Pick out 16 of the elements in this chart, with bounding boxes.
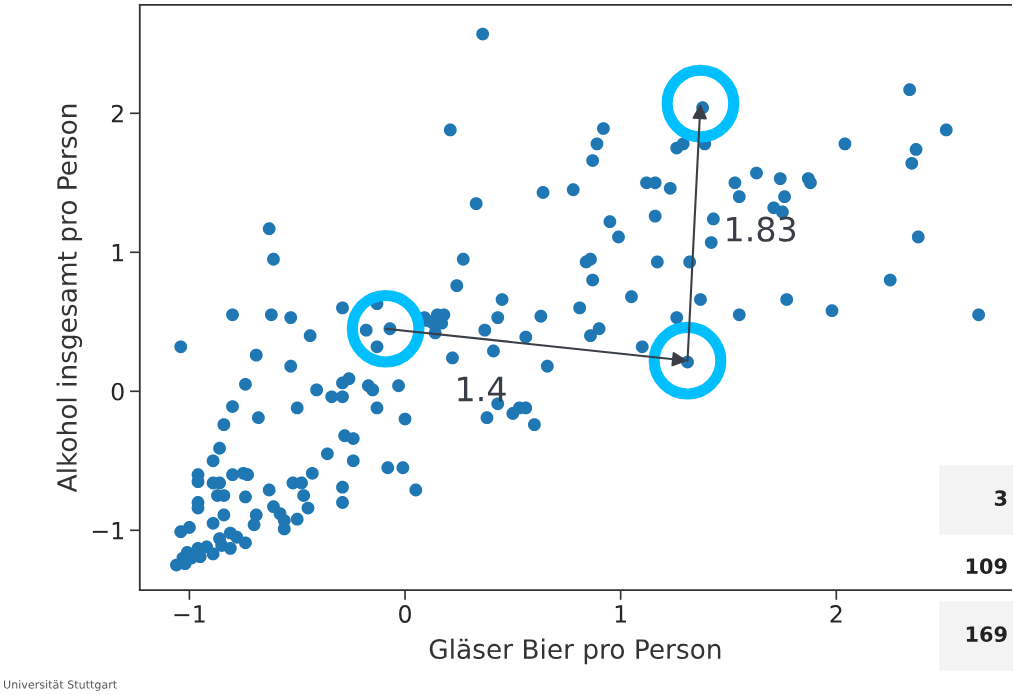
annotation: 1.83 xyxy=(727,216,796,242)
x-tick-label: 1 xyxy=(615,605,626,623)
text: 169 xyxy=(966,626,1007,643)
x-axis-title: Gläser Bier pro Person xyxy=(429,638,721,665)
y-tick-label: 2 xyxy=(111,104,123,123)
x-tick-label: 2 xyxy=(830,605,842,623)
x-tick-label: 0 xyxy=(399,605,411,623)
y-tick-label: 1 xyxy=(112,244,124,262)
annotation: 3 xyxy=(994,490,1007,507)
y-tick-label: −1 xyxy=(92,522,124,540)
annotation: 1.4 xyxy=(458,376,506,402)
x-tick-label: −1 xyxy=(174,605,205,623)
y-axis-title: Alkohol insgesamt pro Person xyxy=(56,104,83,493)
text: Universität Stuttgart xyxy=(4,680,117,691)
annotation: 109 xyxy=(966,558,1007,575)
y-tick-label: 0 xyxy=(111,382,124,401)
